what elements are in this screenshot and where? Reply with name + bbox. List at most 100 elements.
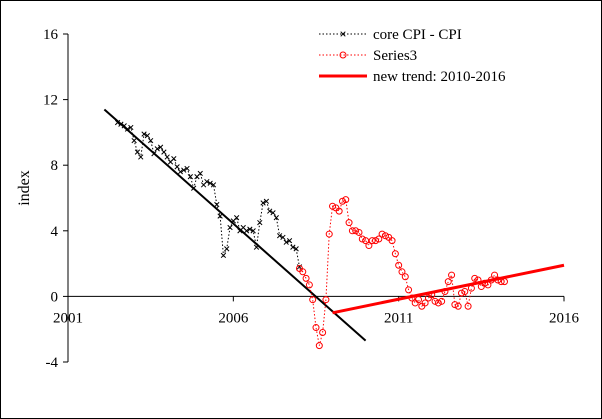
- data-point: [471, 274, 479, 282]
- data-point: [365, 242, 373, 250]
- data-point: [144, 133, 151, 139]
- data-point: [438, 297, 446, 305]
- point-stroke: [207, 180, 213, 186]
- data-point: [151, 151, 157, 157]
- data-point: [461, 287, 469, 295]
- point-stroke: [134, 149, 141, 155]
- data-point: [299, 268, 307, 276]
- data-point: [362, 237, 370, 245]
- data-point: [398, 268, 406, 276]
- point-stroke: [220, 252, 227, 259]
- point-stroke: [224, 246, 230, 252]
- point-stroke: [161, 149, 167, 155]
- point-stroke: [243, 228, 250, 234]
- data-point: [174, 164, 180, 170]
- plot-area: [103, 108, 565, 350]
- data-point: [283, 239, 289, 245]
- point-stroke: [154, 146, 160, 152]
- data-point: [431, 297, 439, 305]
- data-point: [434, 299, 442, 307]
- data-point: [381, 232, 389, 240]
- data-point: [421, 299, 429, 307]
- data-point: [118, 121, 124, 127]
- y-tick-label: 4: [51, 224, 59, 240]
- data-point: [305, 281, 313, 289]
- data-point: [325, 230, 333, 238]
- point-stroke: [227, 224, 233, 231]
- data-point: [368, 237, 376, 245]
- point-stroke: [263, 198, 270, 204]
- point-stroke: [148, 137, 154, 144]
- point-stroke: [260, 200, 266, 206]
- data-point: [253, 244, 260, 250]
- data-point: [157, 144, 164, 150]
- point-stroke: [204, 178, 210, 185]
- data-point: [378, 230, 386, 238]
- point-stroke: [190, 185, 197, 191]
- series-line: [332, 263, 565, 315]
- data-point: [184, 165, 190, 172]
- point-stroke: [283, 239, 289, 245]
- data-point: [263, 198, 270, 204]
- data-point: [280, 234, 286, 241]
- point-stroke: [131, 137, 137, 144]
- data-point: [286, 237, 293, 244]
- data-point: [276, 233, 283, 239]
- data-point: [401, 273, 409, 281]
- data-point: [227, 224, 233, 231]
- point-stroke: [118, 121, 124, 127]
- x-tick-label: 2001: [53, 310, 83, 326]
- y-tick-label: -4: [46, 355, 59, 371]
- data-point: [257, 219, 263, 226]
- data-point: [312, 324, 320, 332]
- data-point: [148, 137, 154, 144]
- point-stroke: [138, 154, 144, 160]
- data-point: [372, 237, 380, 245]
- data-point: [138, 154, 144, 160]
- point-stroke: [121, 123, 127, 129]
- data-point: [335, 207, 343, 215]
- tick-labels: -4 0 4 8 12 16 2001 2006 2011 2016: [43, 27, 580, 371]
- legend-marker: [340, 31, 346, 37]
- point-stroke: [177, 169, 184, 175]
- data-point: [114, 119, 121, 126]
- data-point: [302, 274, 310, 282]
- data-point: [250, 228, 256, 234]
- point-stroke: [184, 165, 190, 172]
- data-point: [131, 137, 137, 144]
- data-point: [345, 219, 353, 227]
- y-tick-label: 8: [51, 158, 59, 174]
- data-point: [210, 182, 217, 188]
- series-0: [114, 119, 303, 270]
- data-point: [187, 174, 194, 180]
- point-stroke: [253, 244, 260, 250]
- data-point: [348, 227, 356, 235]
- data-point: [391, 250, 399, 258]
- point-stroke: [293, 246, 299, 252]
- y-tick-label: 0: [51, 289, 59, 305]
- legend-entry-1: Series3: [319, 48, 417, 64]
- data-point: [243, 228, 250, 234]
- data-point: [358, 235, 366, 243]
- data-point: [329, 202, 337, 210]
- point-stroke: [250, 228, 256, 234]
- legend-marker: [339, 51, 347, 59]
- point-stroke: [276, 233, 283, 239]
- point-stroke: [164, 154, 170, 160]
- data-point: [293, 246, 299, 252]
- data-point: [171, 155, 177, 162]
- data-point: [451, 301, 459, 309]
- data-point: [355, 228, 363, 236]
- data-point: [220, 252, 227, 259]
- series-2: [332, 263, 565, 315]
- data-point: [388, 237, 396, 245]
- data-point: [141, 131, 147, 137]
- data-point: [315, 342, 323, 350]
- point-stroke: [144, 133, 151, 139]
- data-point: [338, 197, 346, 205]
- point-stroke: [296, 264, 303, 270]
- data-point: [444, 278, 452, 286]
- legend-label: new trend: 2010-2016: [373, 69, 506, 85]
- x-tick-label: 2006: [218, 310, 249, 326]
